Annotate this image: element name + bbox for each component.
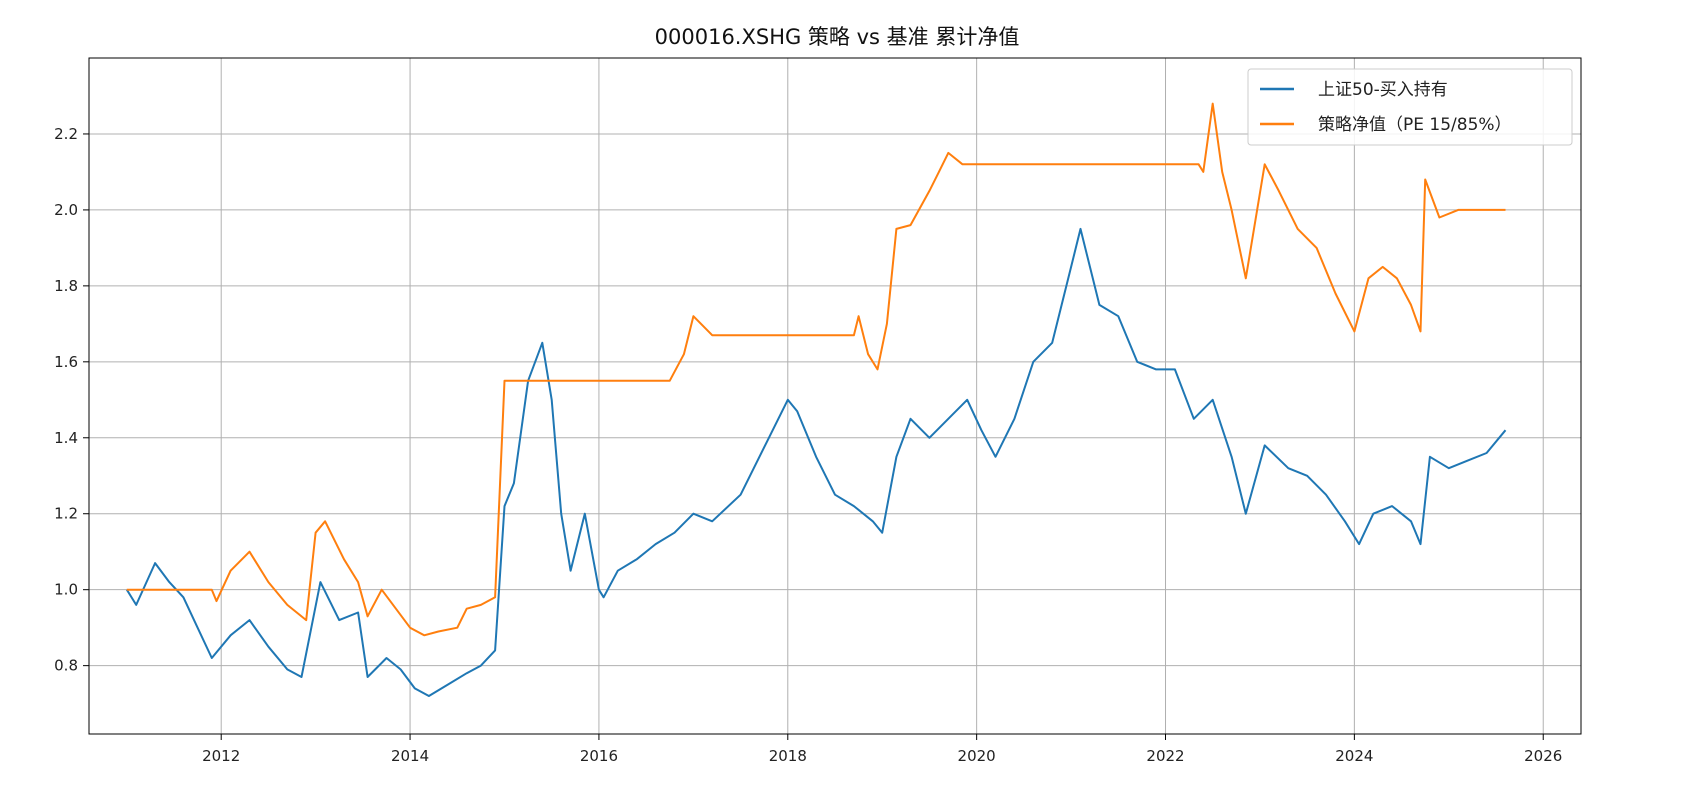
- grid-layer: [89, 58, 1581, 734]
- y-tick-label: 1.0: [54, 581, 78, 599]
- y-tick-label: 0.8: [54, 657, 78, 675]
- x-tick-label: 2022: [1146, 747, 1184, 765]
- y-tick-label: 1.6: [54, 353, 78, 371]
- series-strategy-line: [126, 102, 1506, 637]
- y-tick-label: 2.2: [54, 125, 78, 143]
- series-benchmark-line: [125, 227, 1507, 697]
- x-tick-label: 2026: [1524, 747, 1562, 765]
- chart-title: 000016.XSHG 策略 vs 基准 累计净值: [655, 25, 1020, 49]
- legend-label-strategy: 策略净值（PE 15/85%）: [1318, 115, 1512, 135]
- y-tick-label: 1.2: [54, 505, 78, 523]
- legend-box: [1247, 68, 1573, 146]
- y-tick-label: 1.4: [54, 429, 78, 447]
- x-tick-label: 2012: [202, 747, 240, 765]
- series-layer: [125, 102, 1507, 697]
- legend: 上证50-买入持有 策略净值（PE 15/85%）: [1247, 68, 1573, 146]
- x-tick-label: 2018: [769, 747, 807, 765]
- y-tick-label: 1.8: [54, 277, 78, 295]
- x-tick-label: 2020: [958, 747, 996, 765]
- x-tick-label: 2016: [580, 747, 618, 765]
- plot-frame: [88, 57, 1582, 735]
- x-tick-label: 2024: [1335, 747, 1373, 765]
- y-tick-label: 2.0: [54, 201, 78, 219]
- legend-label-benchmark: 上证50-买入持有: [1318, 80, 1448, 100]
- x-tick-label: 2014: [391, 747, 429, 765]
- tick-layer: 2012 2014 2016 2018 2020 2022 2024 2026 0.8 1.0 1.…: [54, 125, 1562, 765]
